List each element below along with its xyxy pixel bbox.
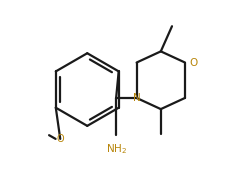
Text: N: N	[133, 93, 140, 103]
Text: NH$_2$: NH$_2$	[106, 143, 127, 156]
Text: O: O	[57, 134, 64, 144]
Text: O: O	[190, 58, 198, 68]
